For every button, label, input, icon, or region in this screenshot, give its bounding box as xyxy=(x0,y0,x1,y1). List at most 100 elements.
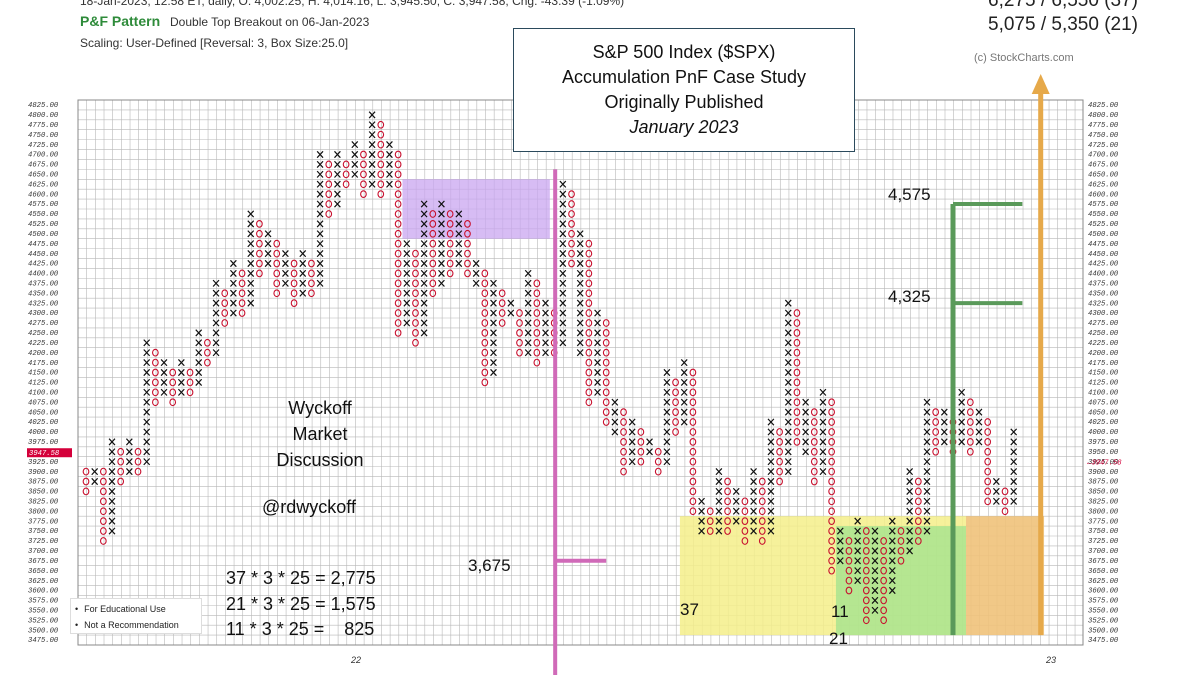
x-mark xyxy=(767,527,775,535)
x-mark xyxy=(108,527,116,535)
o-mark xyxy=(793,437,801,446)
x-mark xyxy=(490,339,497,347)
o-mark xyxy=(689,467,697,476)
x-tick-23: 23 xyxy=(1045,655,1056,665)
o-mark xyxy=(637,447,645,456)
x-mark xyxy=(403,309,411,317)
highlight-zones xyxy=(402,179,1045,636)
x-mark xyxy=(1010,438,1018,446)
y-tick-left: 3500.00 xyxy=(28,627,59,635)
x-mark xyxy=(854,527,862,535)
y-tick-left: 4150.00 xyxy=(28,370,59,378)
o-mark xyxy=(914,517,922,526)
x-mark xyxy=(559,259,567,268)
y-tick-right: 4700.00 xyxy=(1088,152,1119,160)
o-mark xyxy=(169,388,177,397)
x-mark xyxy=(316,190,324,198)
o-mark xyxy=(481,348,489,357)
o-mark xyxy=(689,447,697,456)
o-mark xyxy=(793,358,801,367)
x-mark xyxy=(663,408,671,416)
x-mark xyxy=(802,438,809,446)
x-mark xyxy=(663,388,671,396)
o-mark xyxy=(672,378,679,387)
x-mark xyxy=(143,378,151,386)
x-mark xyxy=(628,428,636,436)
y-tick-right: 4450.00 xyxy=(1088,251,1119,259)
x-mark xyxy=(264,240,272,248)
price-axes: 3475.00 3475.00 3500.00 3500.00 3525.00 3525.… xyxy=(27,102,1122,665)
y-tick-right: 4225.00 xyxy=(1088,340,1119,348)
o-mark xyxy=(620,457,627,466)
x-mark xyxy=(143,368,151,377)
y-tick-left: 4675.00 xyxy=(28,162,59,170)
x-mark xyxy=(212,289,220,297)
formula-21: 21 * 3 * 25 = 1,575 xyxy=(226,594,376,614)
x-mark xyxy=(438,279,445,287)
x-mark xyxy=(195,368,203,377)
o-mark xyxy=(585,398,593,407)
o-mark xyxy=(99,517,107,526)
wyckoff-label: Wyckoff Market Discussion xyxy=(262,395,378,473)
x-mark xyxy=(784,398,792,406)
o-mark xyxy=(602,368,610,377)
y-tick-right: 4075.00 xyxy=(1088,399,1119,407)
o-mark xyxy=(360,160,367,169)
y-tick-right: 4725.00 xyxy=(1088,142,1119,150)
x-mark xyxy=(230,309,237,317)
o-mark xyxy=(273,279,281,288)
disclaimer-1: For Educational Use xyxy=(75,601,201,617)
o-mark xyxy=(99,467,107,476)
x-mark xyxy=(264,250,272,258)
o-mark xyxy=(169,398,177,407)
y-tick-left: 4550.00 xyxy=(28,211,59,219)
o-mark xyxy=(117,477,125,486)
y-tick-left: 4425.00 xyxy=(28,261,59,269)
o-mark xyxy=(828,447,835,456)
x-mark xyxy=(455,230,463,238)
y-tick-left: 4700.00 xyxy=(28,152,59,160)
x-mark xyxy=(1010,477,1018,486)
x-mark xyxy=(854,557,862,565)
x-mark xyxy=(177,368,185,377)
x-mark xyxy=(750,497,757,505)
x-mark xyxy=(576,349,584,357)
count-21-label: 21 xyxy=(829,629,848,648)
o-mark xyxy=(273,289,281,298)
y-tick-left: 4075.00 xyxy=(28,399,59,407)
x-mark xyxy=(316,269,324,277)
o-mark xyxy=(758,487,766,496)
o-mark xyxy=(585,269,593,278)
x-mark xyxy=(490,329,497,337)
o-mark xyxy=(776,467,783,476)
x-mark xyxy=(420,269,428,277)
y-tick-left: 3600.00 xyxy=(28,588,59,596)
o-mark xyxy=(394,249,402,258)
o-mark xyxy=(533,328,541,337)
x-mark xyxy=(906,527,914,535)
x-mark xyxy=(923,458,931,466)
x-mark xyxy=(663,428,671,436)
x-mark xyxy=(1010,458,1018,466)
o-mark xyxy=(793,398,801,407)
x-mark xyxy=(559,269,567,277)
o-mark xyxy=(793,408,801,417)
o-mark xyxy=(602,328,610,337)
x-mark xyxy=(958,438,966,446)
o-mark xyxy=(308,259,315,268)
x-mark xyxy=(125,468,133,476)
o-mark xyxy=(810,477,818,486)
x-mark xyxy=(507,309,515,317)
x-mark xyxy=(663,378,671,386)
o-mark xyxy=(984,477,992,486)
o-mark xyxy=(741,527,749,535)
y-tick-left: 4250.00 xyxy=(28,330,59,338)
x-mark xyxy=(143,438,151,446)
y-tick-left: 4400.00 xyxy=(28,271,59,279)
y-tick-left: 3550.00 xyxy=(28,608,59,616)
o-mark xyxy=(533,289,541,298)
x-mark xyxy=(628,448,636,456)
x-mark xyxy=(750,468,757,476)
wyckoff-line-2: Market xyxy=(292,424,348,444)
